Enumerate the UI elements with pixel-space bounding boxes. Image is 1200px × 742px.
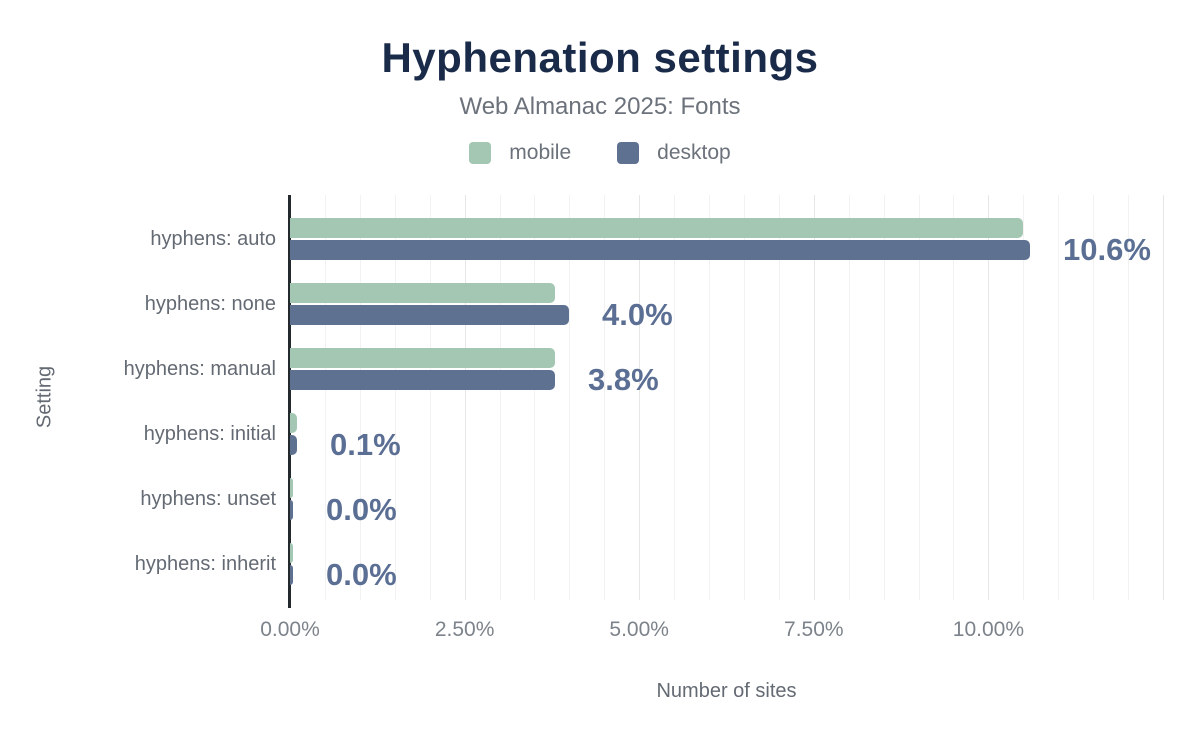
category-label: hyphens: none: [144, 292, 276, 315]
minor-gridline: [604, 195, 606, 600]
mobile-bar: [290, 477, 293, 498]
bar-value-label: 10.6%: [1063, 231, 1151, 267]
bar-value-label: 0.0%: [326, 556, 397, 592]
category-axis: hyphens: auto hyphens: none hyphens: manua…: [0, 195, 276, 600]
category-label: hyphens: initial: [143, 422, 276, 445]
mobile-bar: [290, 347, 555, 368]
minor-gridline: [674, 195, 676, 600]
desktop-bar: [290, 304, 569, 325]
y-axis-baseline: [288, 195, 291, 608]
desktop-bar: [290, 564, 293, 585]
minor-gridline: [778, 195, 780, 600]
major-gridline: [1163, 195, 1164, 600]
mobile-series-swatch: [469, 142, 492, 164]
desktop-bar: [290, 499, 293, 520]
minor-gridline: [953, 195, 955, 600]
x-axis-title: Number of sites: [656, 680, 797, 702]
legend-label-desktop: desktop: [657, 141, 731, 164]
minor-gridline: [569, 195, 571, 600]
desktop-bar: [290, 434, 297, 455]
minor-gridline: [359, 195, 361, 600]
legend-item-mobile[interactable]: mobile: [469, 141, 571, 165]
legend-label-mobile: mobile: [509, 141, 572, 164]
minor-gridline: [534, 195, 536, 600]
mobile-bar: [290, 282, 555, 303]
major-gridline: [639, 195, 641, 600]
minor-gridline: [394, 195, 396, 600]
mobile-bar: [290, 542, 293, 563]
desktop-bar: [290, 239, 1030, 260]
x-tick-label: 5.00%: [609, 618, 669, 641]
category-label: hyphens: auto: [150, 227, 276, 250]
desktop-bar: [290, 369, 555, 390]
major-gridline: [813, 195, 815, 600]
minor-gridline: [499, 195, 501, 600]
plot-area: 10.6% 4.0% 3.8% 0.1% 0.0% 0.0%: [288, 195, 1164, 608]
mobile-bar: [290, 412, 297, 433]
minor-gridline: [918, 195, 920, 600]
minor-gridline: [848, 195, 850, 600]
minor-gridline: [743, 195, 745, 600]
category-label: hyphens: manual: [123, 357, 276, 380]
major-gridline: [464, 195, 466, 600]
major-gridline: [988, 195, 990, 600]
x-tick-label: 7.50%: [784, 618, 844, 641]
legend-item-desktop[interactable]: desktop: [617, 141, 731, 165]
minor-gridline: [324, 195, 326, 600]
minor-gridline: [1023, 195, 1025, 600]
x-tick-label: 2.50%: [434, 618, 495, 641]
mobile-bar: [290, 217, 1023, 238]
x-tick-label: 0.00%: [260, 618, 320, 641]
minor-gridline: [1058, 195, 1060, 600]
minor-gridline: [1128, 195, 1130, 600]
bar-value-label: 4.0%: [602, 296, 673, 332]
category-label: hyphens: inherit: [134, 552, 276, 575]
minor-gridline: [709, 195, 711, 600]
minor-gridline: [1093, 195, 1095, 600]
x-tick-label: 10.00%: [952, 618, 1025, 641]
category-label: hyphens: unset: [140, 487, 276, 510]
minor-gridline: [883, 195, 885, 600]
legend: mobile desktop: [0, 141, 1200, 165]
bar-value-label: 3.8%: [588, 361, 659, 397]
chart-subtitle: Web Almanac 2025: Fonts: [459, 93, 741, 120]
bar-value-label: 0.0%: [326, 491, 397, 527]
bar-value-label: 0.1%: [330, 426, 401, 462]
desktop-series-swatch: [617, 142, 640, 164]
chart-title: Hyphenation settings: [381, 34, 819, 81]
minor-gridline: [429, 195, 431, 600]
